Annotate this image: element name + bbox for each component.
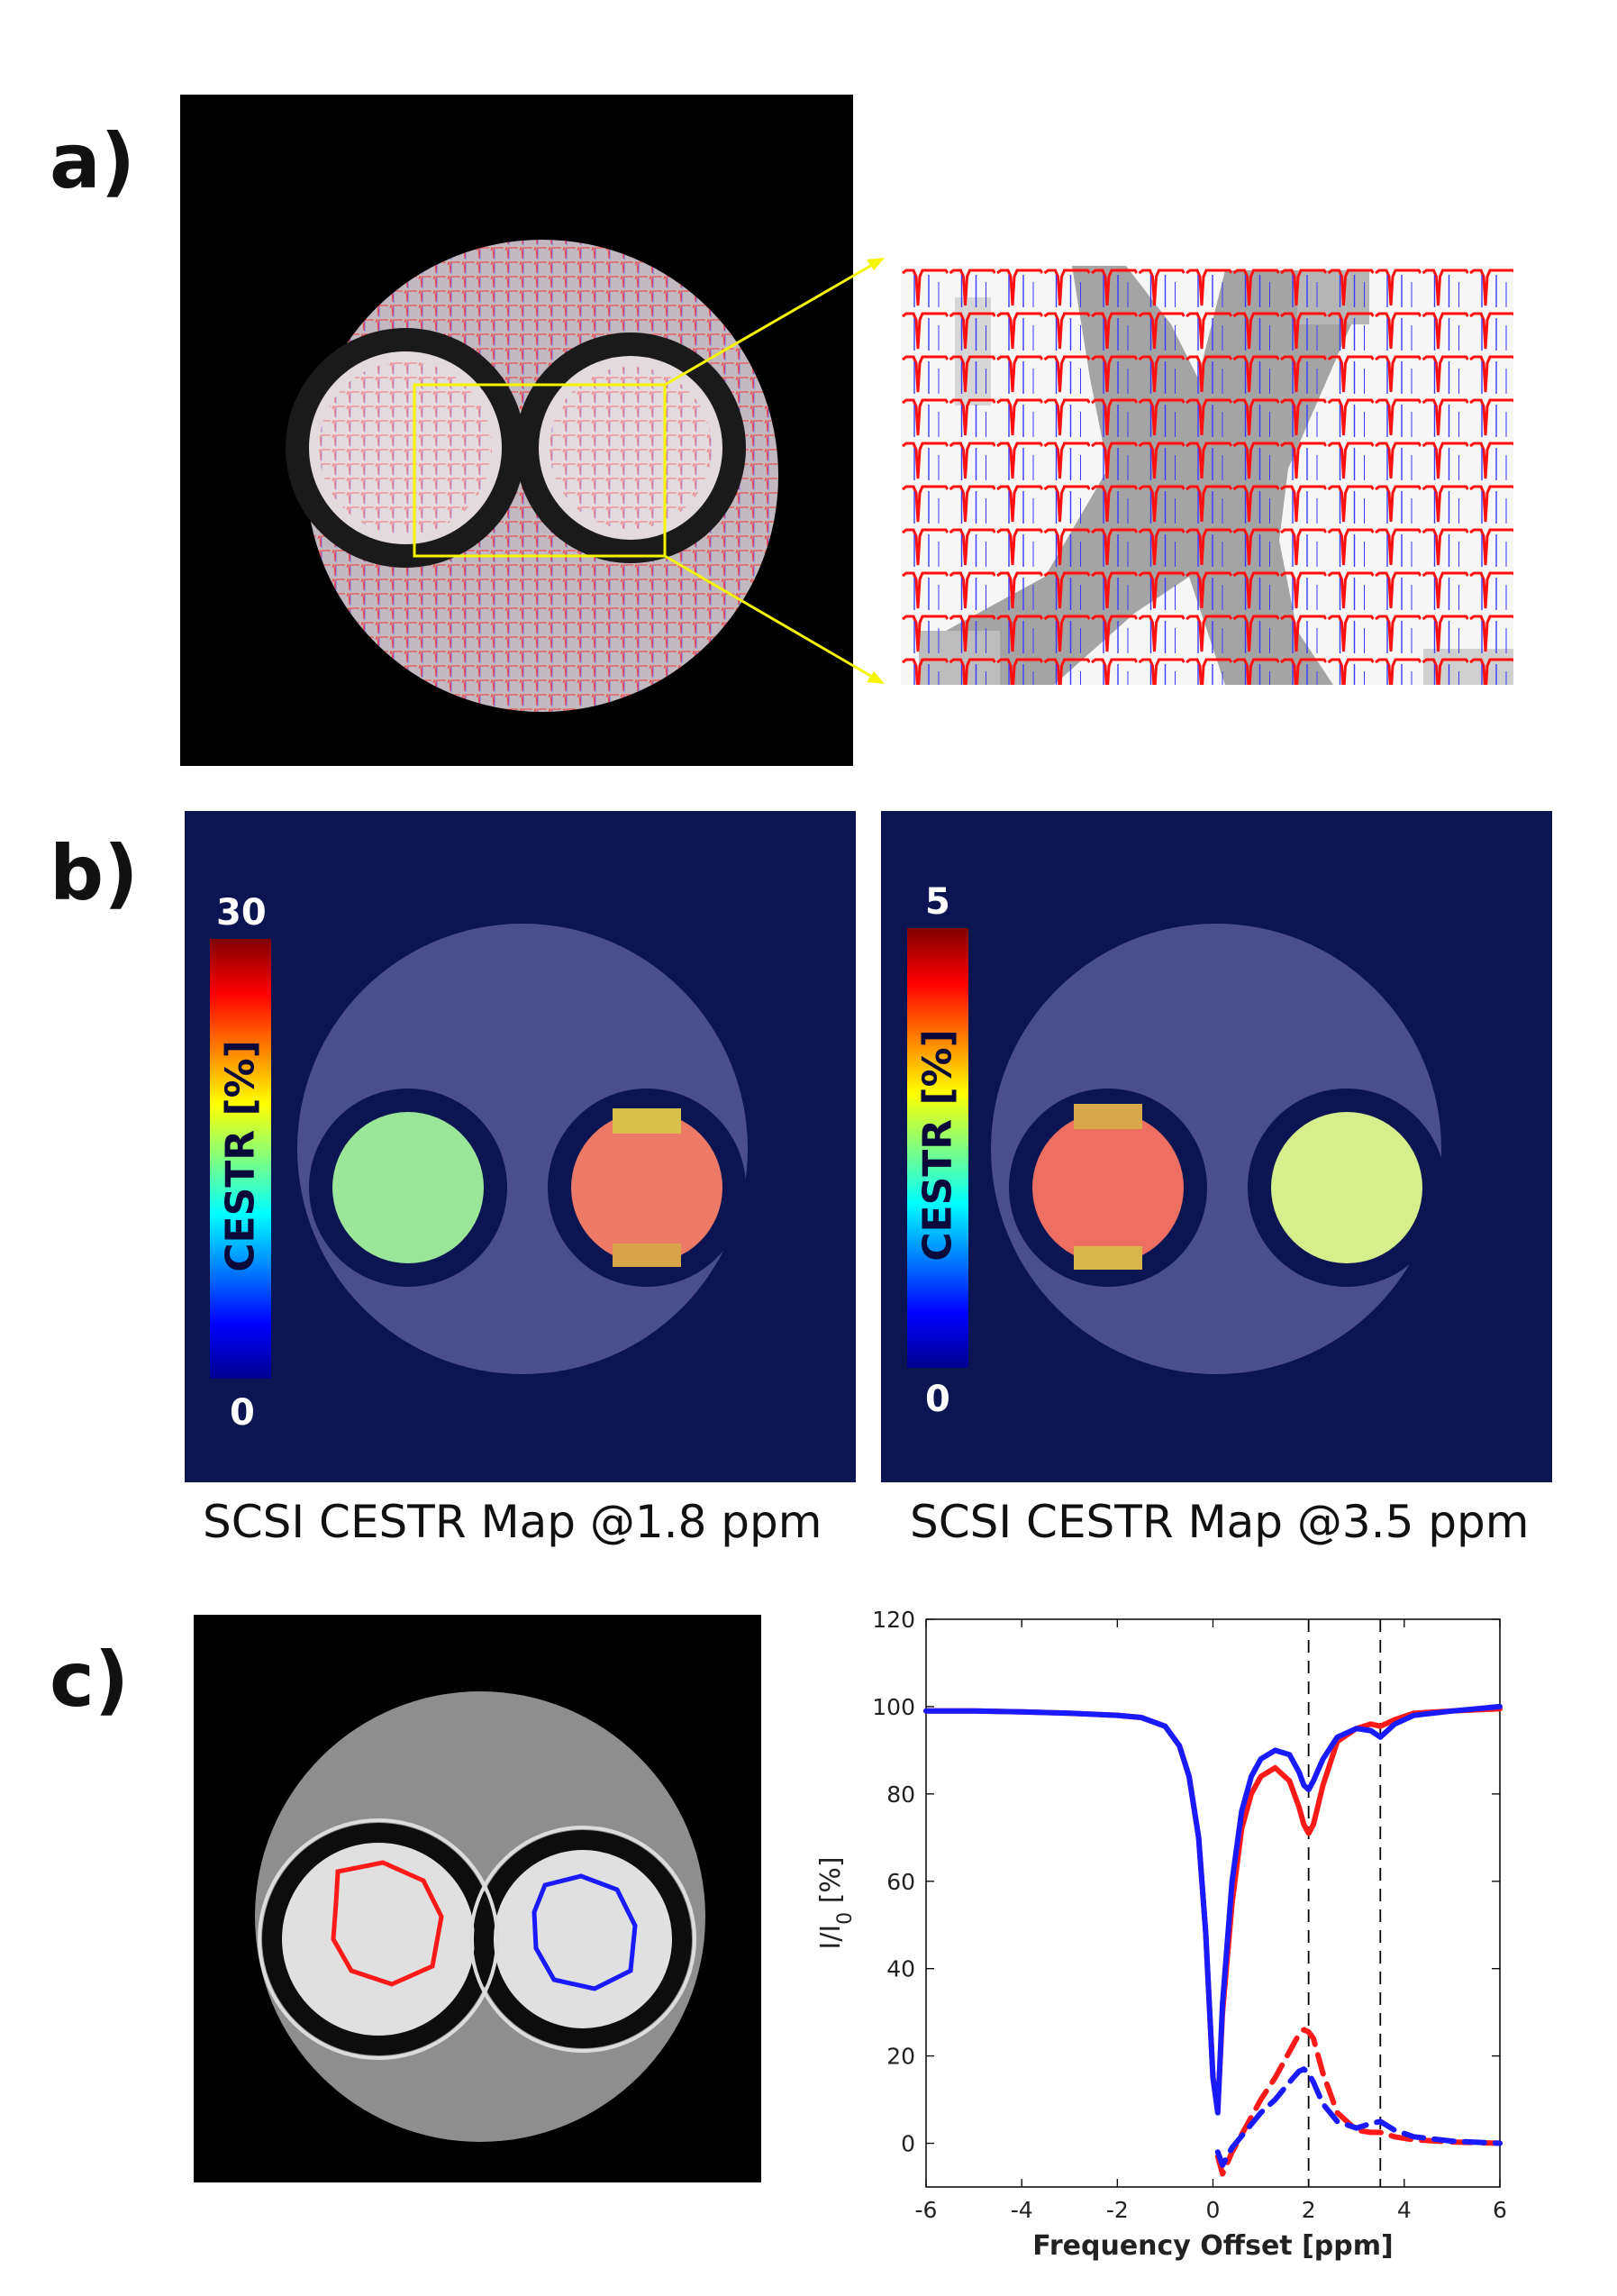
cestr-map-right [881,811,1552,1482]
x-tick-label: -6 [915,2197,938,2223]
panel-label-c: c) [50,1635,130,1724]
panel-label-a: a) [50,117,136,205]
y-tick-label: 40 [886,1956,915,1982]
panel-label-b: b) [50,829,139,917]
x-tick-label: 2 [1302,2197,1316,2223]
right-map-left-tube [1032,1112,1184,1263]
panel-a-figure [180,95,1513,766]
colorbar-left-max: 30 [216,892,267,934]
panel-a-zoom-box [413,383,667,558]
x-tick-label: -2 [1106,2197,1129,2223]
caption-left-map: SCSI CESTR Map @1.8 ppm [203,1496,822,1548]
colorbar-right-min: 0 [925,1379,950,1420]
red-roi-outline [331,1860,444,1987]
y-tick-label: 100 [872,1694,915,1720]
colorbar-right [907,928,968,1368]
left-map-left-tube [332,1112,484,1263]
colorbar-left [210,939,271,1379]
y-axis-label: I/I0 [%] [815,1856,857,1949]
y-tick-label: 0 [901,2131,915,2157]
blue-roi-outline [531,1873,638,1991]
colorbar-right-max: 5 [925,881,950,923]
panel-a-zoom-line-bottom [664,554,879,682]
y-tick-label: 60 [886,1869,915,1895]
x-tick-label: 6 [1493,2197,1507,2223]
colorbar-left-min: 0 [230,1392,255,1434]
panel-c-roi-image [194,1615,761,2182]
x-tick-label: 0 [1206,2197,1221,2223]
series-blue-roi-z-spectrum [923,1703,1503,2116]
colorbar-left-label: CESTR [%] [217,1040,264,1272]
x-tick-label: 4 [1397,2197,1412,2223]
series-red-roi-cestr [1214,2027,1503,2177]
y-tick-label: 80 [886,1781,915,1808]
y-tick-label: 120 [872,1607,915,1633]
panel-a-zoom-image [901,266,1513,685]
series-blue-roi-cestr [1214,2066,1503,2168]
panel-b-figure [185,811,1552,1482]
left-map-right-tube [571,1112,722,1263]
cestr-map-left [185,811,856,1482]
panel-a-zoom-line-top [664,260,879,387]
x-axis-label: Frequency Offset [ppm] [1032,2230,1393,2262]
caption-right-map: SCSI CESTR Map @3.5 ppm [910,1496,1530,1548]
colorbar-right-label: CESTR [%] [914,1029,961,1262]
x-tick-label: -4 [1011,2197,1033,2223]
right-map-right-tube [1271,1112,1422,1263]
y-tick-label: 20 [886,2044,915,2070]
